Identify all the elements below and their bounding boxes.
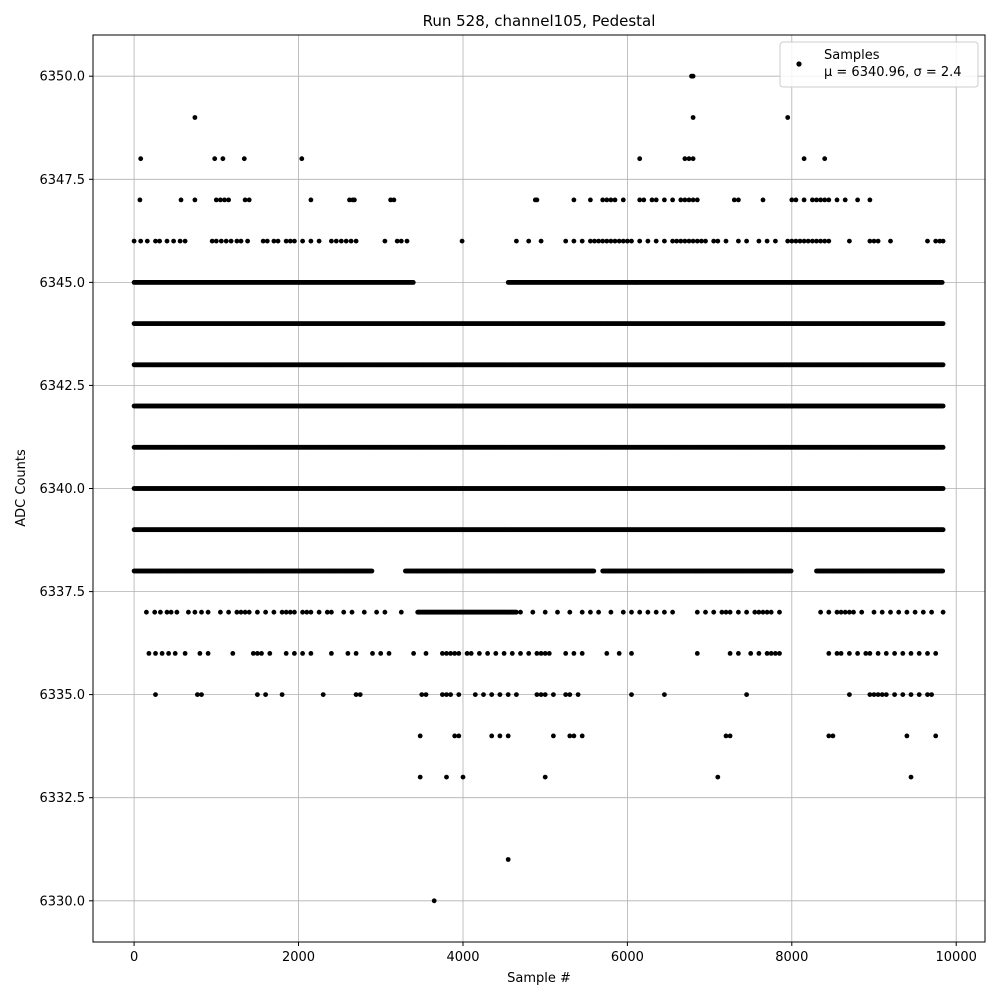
data-point [940,486,946,491]
data-points [131,73,946,904]
data-point [940,321,946,326]
data-point [940,444,946,450]
data-point [940,362,946,368]
data-point [940,527,946,533]
data-point [940,403,946,409]
